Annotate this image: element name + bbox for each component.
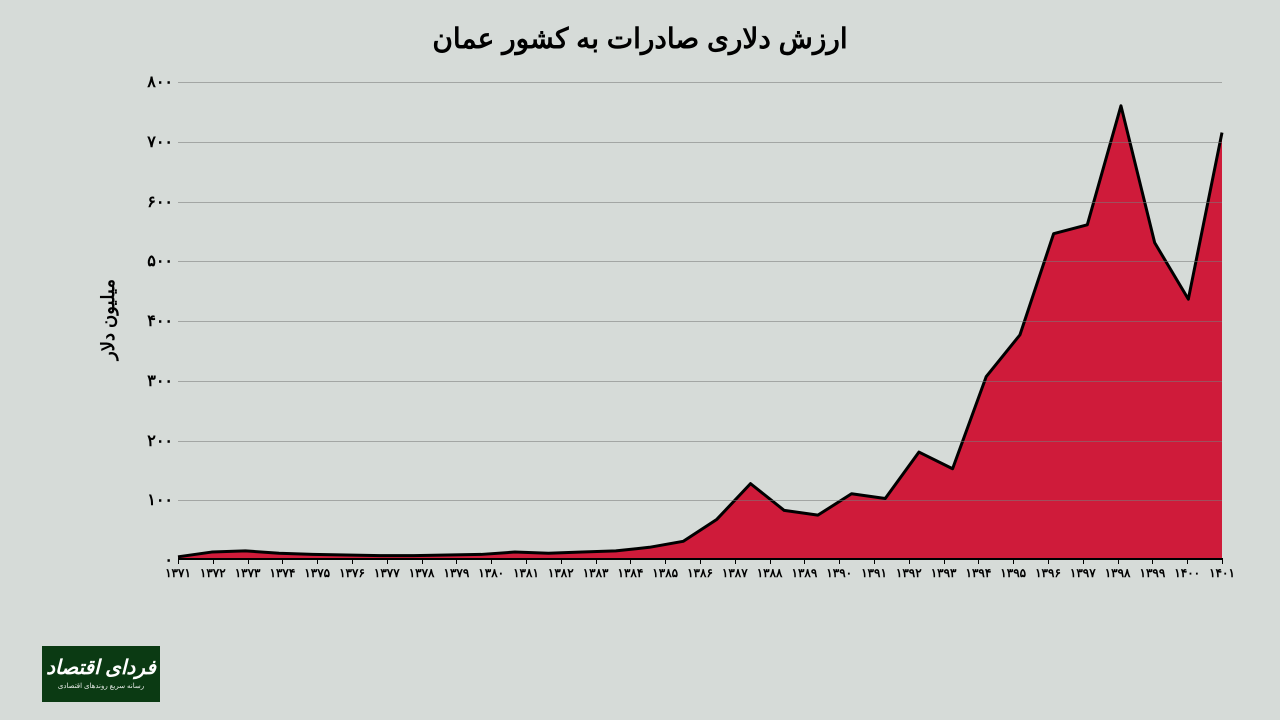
x-tick-mark [561,558,562,564]
x-tick-label: ۱۳۸۸ [757,566,783,580]
x-tick-mark [978,558,979,564]
plot-area: ۱۳۷۱۱۳۷۲۱۳۷۳۱۳۷۴۱۳۷۵۱۳۷۶۱۳۷۷۱۳۷۸۱۳۷۹۱۳۸۰… [178,82,1222,560]
x-tick-label: ۱۳۷۷ [374,566,400,580]
x-tick-mark [944,558,945,564]
x-tick-label: ۱۳۷۸ [409,566,435,580]
grid-line [178,441,1222,442]
x-tick-label: ۱۳۸۳ [583,566,609,580]
grid-line [178,202,1222,203]
x-tick-label: ۱۳۹۲ [896,566,922,580]
x-tick-mark [770,558,771,564]
area-fill [178,106,1222,558]
x-tick-label: ۱۳۷۱ [165,566,191,580]
x-tick-mark [491,558,492,564]
x-tick-mark [596,558,597,564]
x-tick-label: ۱۳۸۱ [513,566,539,580]
x-tick-mark [700,558,701,564]
x-tick-mark [735,558,736,564]
chart-title: ارزش دلاری صادرات به کشور عمان [0,0,1280,55]
x-tick-label: ۱۳۷۲ [200,566,226,580]
x-tick-mark [526,558,527,564]
x-tick-mark [282,558,283,564]
y-tick-label: ۱۰۰ [147,490,173,510]
x-tick-mark [352,558,353,564]
x-tick-mark [1222,558,1223,564]
x-tick-mark [248,558,249,564]
x-tick-label: ۱۳۸۵ [652,566,678,580]
x-tick-mark [387,558,388,564]
x-tick-mark [665,558,666,564]
x-tick-label: ۱۳۹۹ [1140,566,1166,580]
x-tick-mark [1083,558,1084,564]
y-axis-ticks: ۰۱۰۰۲۰۰۳۰۰۴۰۰۵۰۰۶۰۰۷۰۰۸۰۰ [118,82,173,560]
x-tick-label: ۱۳۹۶ [1035,566,1061,580]
y-tick-label: ۸۰۰ [147,72,173,92]
x-tick-mark [804,558,805,564]
x-tick-mark [317,558,318,564]
grid-line [178,500,1222,501]
x-tick-mark [630,558,631,564]
logo-line2: رسانه سریع روندهای اقتصادی [58,682,144,690]
x-tick-mark [1152,558,1153,564]
x-tick-label: ۱۳۹۳ [931,566,957,580]
x-tick-label: ۱۳۸۰ [478,566,504,580]
y-tick-label: ۵۰۰ [147,251,173,271]
chart-container: ۰۱۰۰۲۰۰۳۰۰۴۰۰۵۰۰۶۰۰۷۰۰۸۰۰ ۱۳۷۱۱۳۷۲۱۳۷۳۱۳… [118,82,1222,560]
x-tick-label: ۱۳۷۵ [304,566,330,580]
y-tick-label: ۶۰۰ [147,192,173,212]
x-tick-label: ۱۳۸۹ [792,566,818,580]
x-tick-label: ۱۳۷۹ [444,566,470,580]
x-tick-label: ۱۳۷۶ [339,566,365,580]
x-tick-label: ۱۳۸۶ [687,566,713,580]
x-tick-label: ۱۳۸۲ [548,566,574,580]
x-tick-mark [1013,558,1014,564]
y-tick-label: ۴۰۰ [147,311,173,331]
x-tick-mark [213,558,214,564]
y-tick-label: ۲۰۰ [147,431,173,451]
y-axis-label: میلیون دلار [98,279,119,360]
x-tick-label: ۱۳۹۰ [826,566,852,580]
grid-line [178,142,1222,143]
x-tick-label: ۱۳۹۵ [1000,566,1026,580]
area-chart-svg [178,82,1222,558]
x-tick-label: ۱۳۹۱ [861,566,887,580]
grid-line [178,381,1222,382]
grid-line [178,82,1222,83]
x-tick-label: ۱۳۹۸ [1105,566,1131,580]
x-tick-mark [874,558,875,564]
x-tick-label: ۱۳۷۳ [235,566,261,580]
x-tick-mark [1048,558,1049,564]
x-tick-mark [456,558,457,564]
x-tick-label: ۱۳۸۷ [722,566,748,580]
x-tick-mark [909,558,910,564]
x-tick-mark [839,558,840,564]
logo-line1: فردای اقتصاد [46,658,156,678]
x-tick-mark [1118,558,1119,564]
x-tick-mark [178,558,179,564]
x-tick-label: ۱۴۰۱ [1209,566,1235,580]
grid-line [178,261,1222,262]
x-tick-label: ۱۴۰۰ [1174,566,1200,580]
grid-line [178,321,1222,322]
x-tick-label: ۱۳۸۴ [618,566,644,580]
x-tick-label: ۱۳۹۴ [966,566,992,580]
y-tick-label: ۷۰۰ [147,132,173,152]
brand-logo: فردای اقتصاد رسانه سریع روندهای اقتصادی [42,646,160,702]
y-tick-label: ۳۰۰ [147,371,173,391]
x-tick-label: ۱۳۹۷ [1070,566,1096,580]
x-tick-label: ۱۳۷۴ [270,566,296,580]
x-tick-mark [422,558,423,564]
x-tick-mark [1187,558,1188,564]
